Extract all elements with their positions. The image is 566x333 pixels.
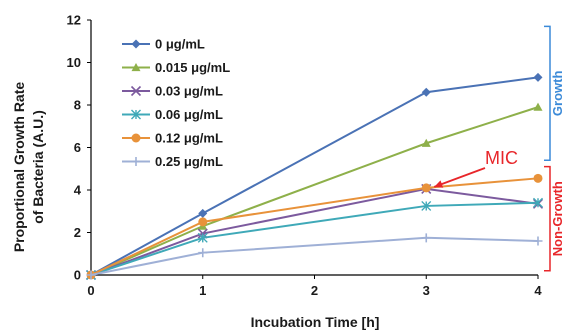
- legend-entry: 0.12 μg/mL: [122, 131, 223, 146]
- y-axis-label-line-1: Proportional Growth Rate: [11, 82, 27, 253]
- series-line: [90, 187, 539, 276]
- legend-marker: [131, 39, 141, 49]
- data-point: [421, 183, 431, 193]
- legend-label: 0.015 μg/mL: [155, 60, 230, 75]
- series-line: [90, 106, 539, 276]
- data-point: [197, 232, 208, 243]
- legend-marker: [131, 109, 141, 120]
- y-tick-label: 12: [67, 13, 81, 28]
- series-2: [85, 183, 544, 281]
- y-tick-label: 6: [74, 140, 81, 155]
- x-tick-label: 4: [534, 283, 542, 298]
- non-growth-label: Non-Growth: [550, 181, 565, 256]
- data-point: [198, 217, 208, 227]
- y-tick-label: 10: [67, 55, 81, 70]
- data-point: [533, 236, 543, 246]
- y-tick-label: 4: [74, 183, 82, 198]
- series-line: [90, 76, 539, 276]
- series-5: [86, 233, 543, 280]
- y-tick-label: 2: [74, 225, 81, 240]
- growth-bracket: [544, 25, 551, 161]
- data-point: [533, 173, 543, 183]
- series-4: [86, 173, 543, 280]
- legend-marker: [130, 85, 142, 97]
- series-layer: [85, 72, 544, 281]
- legend-marker: [131, 157, 141, 166]
- data-point: [421, 138, 431, 147]
- x-tick-label: 2: [311, 283, 318, 298]
- series-line: [90, 177, 539, 276]
- data-point: [533, 197, 543, 208]
- x-tick-label: 3: [423, 283, 430, 298]
- x-tick-label: 1: [199, 283, 206, 298]
- annotations: Growth Non-Growth MIC: [433, 25, 565, 272]
- data-point: [86, 270, 96, 280]
- series-line: [90, 201, 539, 276]
- legend-marker: [131, 133, 141, 143]
- y-tick-label: 8: [74, 98, 81, 113]
- data-point: [533, 102, 543, 111]
- mic-arrow: [433, 167, 486, 188]
- data-point: [198, 248, 208, 258]
- legend-entry: 0.06 μg/mL: [122, 107, 223, 122]
- series-line: [90, 236, 539, 276]
- y-tick-label: 0: [74, 268, 81, 283]
- data-point: [421, 233, 431, 243]
- legend-label: 0.06 μg/mL: [155, 107, 223, 122]
- legend-label: 0.25 μg/mL: [155, 154, 223, 169]
- non-growth-bracket: [544, 165, 551, 272]
- x-tick-label: 0: [87, 283, 94, 298]
- mic-arrow-head: [434, 180, 444, 188]
- legend-entry: 0.25 μg/mL: [122, 154, 223, 169]
- x-axis-label: Incubation Time [h]: [251, 314, 380, 330]
- legend: 0 μg/mL 0.015 μg/mL 0.03 μg/mL 0.06 μg/mL 0.…: [122, 37, 230, 169]
- legend-label: 0 μg/mL: [155, 37, 205, 52]
- mic-label: MIC: [485, 148, 518, 168]
- growth-label: Growth: [550, 71, 565, 117]
- legend-entry: 0.03 μg/mL: [122, 84, 223, 99]
- data-point: [198, 208, 208, 218]
- y-axis-label-line-2: of Bacteria (A.U.): [30, 110, 46, 224]
- data-point: [421, 200, 432, 211]
- legend-entry: 0 μg/mL: [122, 37, 205, 52]
- legend-label: 0.03 μg/mL: [155, 84, 223, 99]
- data-point: [421, 87, 431, 97]
- series-0: [86, 72, 543, 280]
- y-axis-label: Proportional Growth Rate of Bacteria (A.…: [11, 82, 46, 253]
- legend-marker: [131, 63, 141, 72]
- legend-entry: 0.015 μg/mL: [122, 60, 230, 75]
- legend-label: 0.12 μg/mL: [155, 131, 223, 146]
- data-point: [533, 72, 543, 82]
